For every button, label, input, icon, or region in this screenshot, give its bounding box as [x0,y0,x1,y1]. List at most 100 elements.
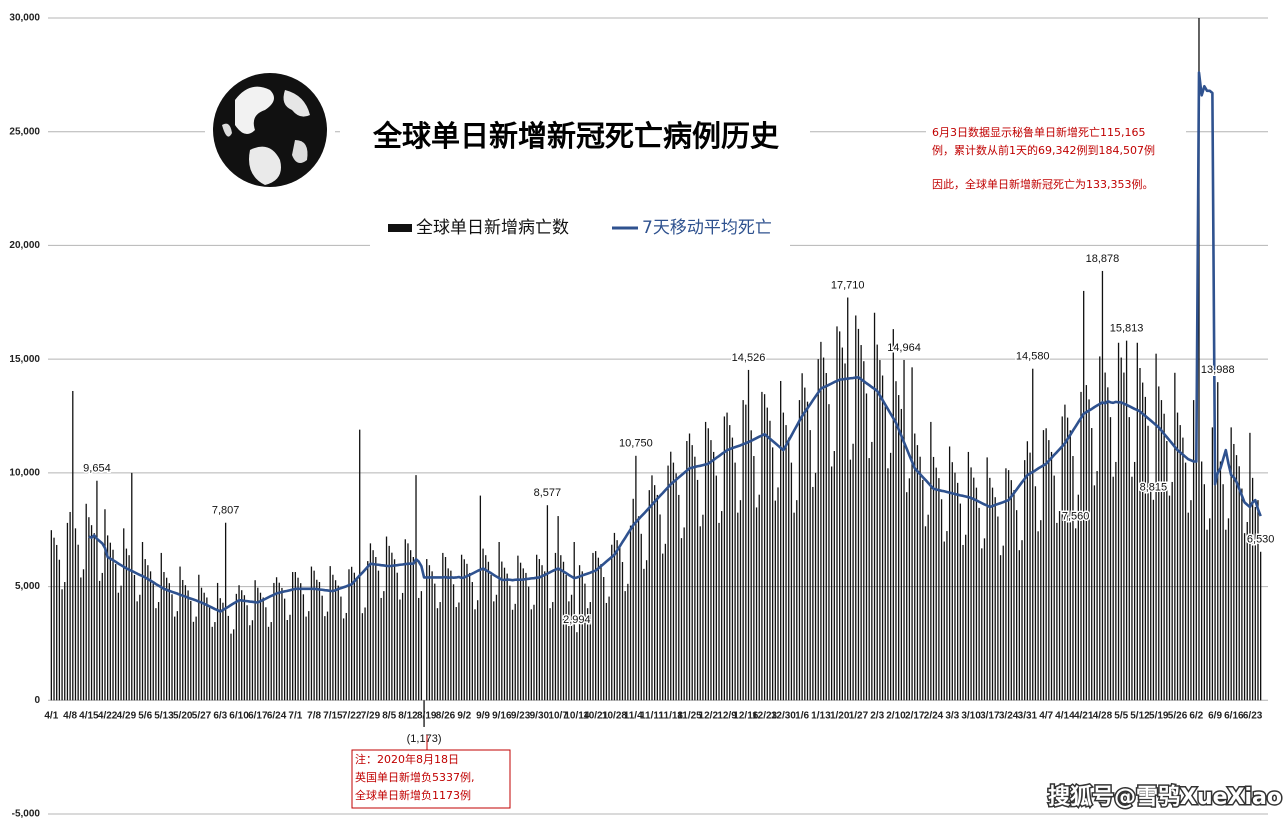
bar [745,404,747,701]
note-text: 全球单日新增负1173例 [355,788,471,802]
bar [605,602,608,701]
bar [857,328,860,701]
bar [399,599,401,701]
bar [431,571,433,701]
x-tick-label: 9/23 [511,711,531,722]
bar [718,522,720,701]
bar [324,616,326,701]
bar [680,538,683,701]
x-tick-label: 8/26 [436,711,456,722]
watermark: 搜狐号@雪鸮XueXiao [1048,784,1282,810]
bar [359,429,361,701]
bar [412,557,414,701]
bar [514,603,516,701]
bar [466,563,468,701]
bar [286,620,288,701]
bar [211,626,213,701]
bar [294,572,296,701]
bar [313,570,315,701]
data-label: 14,580 [1016,351,1050,363]
data-label: 7,807 [212,505,240,517]
bar [664,543,667,701]
bar [1083,290,1085,701]
legend: 全球单日新增病亡数 7天移动平均死亡 [388,218,772,238]
chart-title: 全球单日新增新冠死亡病例历史 [372,119,779,153]
bar [1085,385,1088,701]
x-tick-label: 10/28 [602,711,627,722]
bar [401,592,404,701]
bar [283,598,286,701]
bar [517,555,519,701]
bar [672,462,675,701]
bar [1147,425,1149,701]
bar [1032,368,1034,701]
bar [165,577,168,701]
bar [560,555,562,701]
bar [900,408,902,701]
bar [227,615,229,701]
bar [120,585,122,701]
bar [104,509,106,701]
bar [782,412,785,701]
bar [265,607,267,701]
bar [1136,342,1138,701]
y-tick-label: 10,000 [9,467,40,478]
bar [101,572,103,701]
bar [243,595,246,701]
x-tick-label: 6/24 [267,711,287,722]
bar [1211,427,1214,701]
x-tick-label: 1/27 [849,711,869,722]
x-tick-label: 6/3 [213,711,227,722]
bar [911,367,913,701]
bar [334,580,337,701]
bar [404,539,406,701]
bar [418,597,420,701]
x-tick-label: 9/9 [476,711,490,722]
bar [1179,425,1181,701]
bar [230,633,232,701]
x-tick-label: 7/29 [361,711,381,722]
bar [654,485,656,701]
data-label: 2,994 [563,614,591,626]
bar [428,565,431,701]
bar [216,582,219,701]
x-tick-label: 6/9 [1208,711,1222,722]
bar [367,561,369,701]
bar [1133,461,1136,701]
x-tick-label: 7/22 [342,711,362,722]
bar [747,369,750,701]
bar [1187,512,1189,701]
x-tick-label: 4/28 [1093,711,1113,722]
annotation: 因此，全球单日新增新冠死亡为133,353例。 [932,177,1154,191]
bar [356,578,358,701]
bar [506,573,508,701]
bar [578,565,581,701]
bar [1109,417,1112,701]
bar [592,552,594,701]
bar [305,616,307,701]
bar [643,568,645,701]
x-tick-label: 4/15 [79,711,99,722]
bar [758,494,760,701]
bar [144,559,146,701]
bar [635,455,637,701]
bar [702,514,704,701]
x-tick-label: 11/4 [624,711,643,722]
x-tick-label: 12/9 [717,711,737,722]
bar [796,500,798,701]
bar [1201,461,1203,701]
bar [364,607,366,701]
bar [88,517,90,701]
bar [1182,437,1184,701]
bar [157,602,160,701]
bar [74,528,77,701]
bar [820,341,822,701]
bar [1123,372,1125,701]
bar [273,582,275,701]
bar [737,512,739,701]
bar [544,571,546,701]
bar [222,602,224,701]
bar [898,395,900,701]
bar [329,566,331,701]
x-tick-label: 5/5 [1114,711,1128,722]
